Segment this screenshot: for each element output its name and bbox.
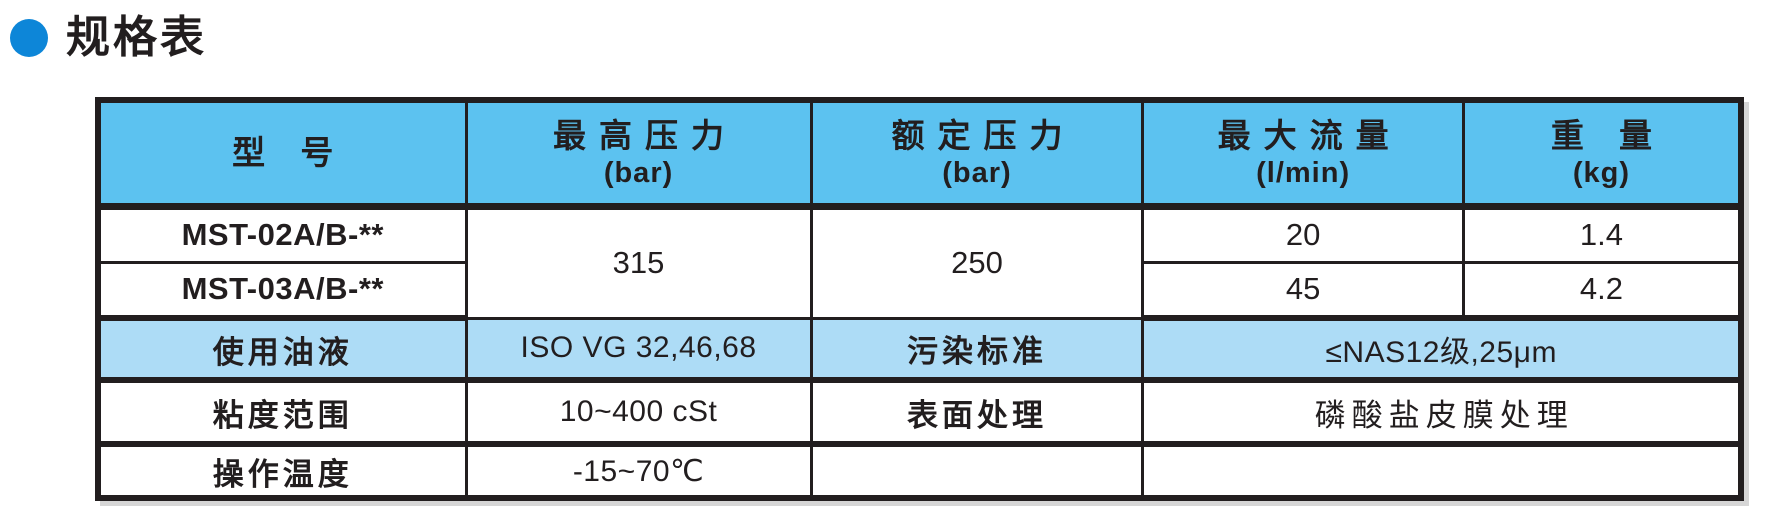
table-row-temperature: 操作温度 -15~70℃	[96, 442, 1743, 500]
max-pressure-value: 315	[464, 204, 813, 320]
table-row-model-03: MST-03A/B-** 45 4.2	[96, 260, 1743, 321]
spec-value-surface: 磷酸盐皮膜处理	[1141, 378, 1743, 447]
spec-value-temperature: -15~70℃	[464, 442, 813, 500]
section-bullet-icon	[10, 19, 48, 57]
col-header-rated-pressure: 额定压力 (bar)	[809, 98, 1145, 210]
header-label: 最高压力	[553, 117, 738, 155]
col-header-weight: 重 量 (kg)	[1461, 98, 1743, 210]
spec-value-viscosity: 10~400 cSt	[464, 378, 813, 447]
table-row-viscosity: 粘度范围 10~400 cSt 表面处理 磷酸盐皮膜处理	[96, 378, 1743, 447]
header-unit: (bar)	[603, 156, 674, 189]
header-unit: (kg)	[1572, 156, 1630, 189]
rated-pressure-value: 250	[809, 204, 1145, 320]
table-row-model-02: MST-02A/B-** 315 250 20 1.4	[96, 204, 1743, 320]
header-label: 额定压力	[891, 117, 1076, 155]
weight-value: 1.4	[1461, 204, 1743, 264]
header-label: 型 号	[232, 134, 347, 172]
header-unit: (l/min)	[1256, 156, 1351, 189]
page-title: 规格表	[66, 13, 207, 62]
weight-value: 4.2	[1461, 260, 1743, 321]
model-cell: MST-03A/B-**	[96, 260, 468, 321]
col-header-max-pressure: 最高压力 (bar)	[464, 98, 813, 210]
max-flow-value: 20	[1141, 204, 1465, 264]
spec-label-temperature: 操作温度	[96, 442, 468, 500]
col-header-max-flow: 最大流量 (l/min)	[1141, 98, 1465, 210]
spec-value-empty	[1141, 442, 1743, 500]
spec-value-oil: ISO VG 32,46,68	[464, 316, 813, 383]
table-row-oil: 使用油液 ISO VG 32,46,68 污染标准 ≤NAS12级,25μm	[96, 316, 1743, 383]
table-header-row: 型 号 最高压力 (bar) 额定压力 (bar) 最大流量 (l/min) 重…	[96, 98, 1743, 210]
spec-label-empty	[809, 442, 1145, 500]
col-header-model: 型 号	[96, 98, 468, 210]
header-label: 最大流量	[1217, 117, 1402, 155]
spec-label-surface: 表面处理	[809, 378, 1145, 447]
max-flow-value: 45	[1141, 260, 1465, 321]
spec-label-viscosity: 粘度范围	[96, 378, 468, 447]
spec-value-contamination: ≤NAS12级,25μm	[1141, 316, 1743, 383]
spec-label-contamination: 污染标准	[809, 316, 1145, 383]
specifications-table: 型 号 最高压力 (bar) 额定压力 (bar) 最大流量 (l/min) 重…	[95, 97, 1744, 501]
section-header: 规格表	[10, 16, 207, 60]
model-cell: MST-02A/B-**	[96, 204, 468, 264]
header-unit: (bar)	[942, 156, 1012, 189]
spec-label-oil: 使用油液	[96, 316, 468, 383]
header-label: 重 量	[1550, 117, 1665, 155]
